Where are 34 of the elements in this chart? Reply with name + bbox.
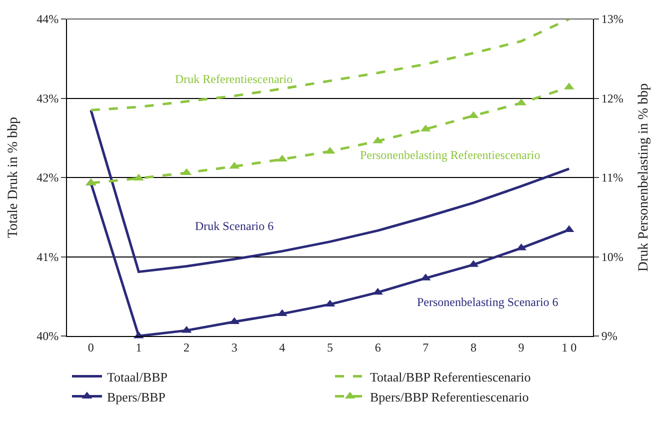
y-tick-label: 40% — [36, 329, 59, 344]
y-axis-title: Totale Druk in % bbp — [6, 116, 22, 238]
y2-axis-title: Druk Personenbelasting in % bbp — [636, 83, 652, 272]
x-tick-label: 6 — [374, 340, 381, 354]
line-series — [90, 108, 570, 274]
y-tick-label: 42% — [36, 170, 59, 185]
line-series — [90, 19, 570, 112]
point — [134, 174, 144, 181]
y-tick-label: 44% — [36, 12, 59, 26]
y2-tick-label: 11% — [601, 170, 623, 185]
legend-label: Totaal/BBP Referentiescenario — [370, 369, 531, 384]
x-tick-label: 8 — [470, 340, 476, 354]
y-tick-label: 41% — [36, 250, 59, 264]
x-tick-label: 1 — [136, 340, 142, 354]
x-tick-label: 2 — [184, 340, 190, 354]
annotation: Personenbelasting Referentiescenario — [360, 148, 540, 162]
y2-tick-label: 9% — [601, 329, 618, 344]
legend-label: Totaal/BBP — [107, 369, 168, 384]
y2-tick-label: 10% — [601, 250, 624, 264]
annotation: Druk Referentiescenario — [175, 72, 293, 86]
y-tick-label: 43% — [36, 91, 59, 106]
x-tick-label: 3 — [231, 340, 238, 354]
legend-label: Bpers/BBP — [107, 389, 166, 404]
y2-tick-label: 12% — [601, 91, 624, 106]
y2-tick-label: 13% — [601, 12, 624, 26]
x-tick-label: 9 — [518, 340, 524, 354]
x-tick-label: 0 — [88, 340, 94, 354]
x-tick-label: 4 — [279, 340, 286, 354]
annotation: Personenbelasting Scenario 6 — [417, 295, 558, 309]
annotation: Druk Scenario 6 — [195, 219, 274, 233]
legend-label: Bpers/BBP Referentiescenario — [370, 389, 529, 404]
x-tick-label: 7 — [422, 340, 429, 354]
x-tick-label: 5 — [327, 340, 333, 354]
x-tick-label: 1 0 — [562, 340, 577, 354]
